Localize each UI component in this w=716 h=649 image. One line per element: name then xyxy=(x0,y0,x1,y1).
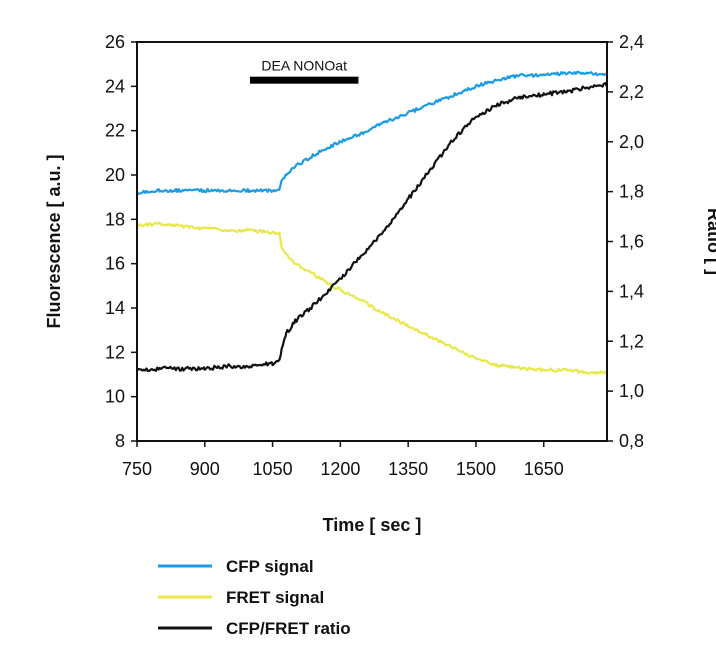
y-left-tick-label-4: 16 xyxy=(105,254,125,274)
legend-label-2: FRET signal xyxy=(226,588,324,607)
legend: CFP signal FRET signal CFP/FRET ratio xyxy=(158,557,351,638)
y-left-tick-label-5: 18 xyxy=(105,209,125,229)
series-layer xyxy=(136,70,609,375)
y-left-tick-label-6: 20 xyxy=(105,165,125,185)
y-axis-left-label: Fluorescence [ a.u. ] xyxy=(44,154,64,328)
y-right-tick-label-2: 1,2 xyxy=(619,331,644,351)
x-axis-label: Time [ sec ] xyxy=(323,515,422,535)
series-line-1 xyxy=(136,70,608,195)
x-tick-label-3: 1200 xyxy=(320,459,360,479)
series-line-2 xyxy=(136,221,608,375)
x-tick-label-5: 1500 xyxy=(456,459,496,479)
y-right-tick-label-1: 1,0 xyxy=(619,381,644,401)
x-tick-label-0: 750 xyxy=(122,459,152,479)
y-right-tick-label-3: 1,4 xyxy=(619,281,644,301)
treatment-label: DEA NONOat xyxy=(261,58,347,74)
y-left-tick-label-8: 24 xyxy=(105,76,125,96)
y-left-tick-label-1: 10 xyxy=(105,387,125,407)
y-right-tick-label-0: 0,8 xyxy=(619,431,644,451)
x-tick-label-4: 1350 xyxy=(388,459,428,479)
x-tick-label-2: 1050 xyxy=(253,459,293,479)
y-axis-right-label: Ratio [ ] xyxy=(704,208,716,275)
y-left-tick-label-2: 12 xyxy=(105,342,125,362)
y-left-tick-label-7: 22 xyxy=(105,121,125,141)
x-tick-label-1: 900 xyxy=(190,459,220,479)
legend-label-1: CFP signal xyxy=(226,557,314,576)
ticks-layer: 750 900 1050 1200 1350 1500 1650 8 10 12 14 16 18 20 2… xyxy=(105,32,644,479)
treatment-bar xyxy=(249,76,359,84)
y-right-tick-label-6: 2,0 xyxy=(619,132,644,152)
y-right-tick-label-5: 1,8 xyxy=(619,182,644,202)
y-right-tick-label-4: 1,6 xyxy=(619,232,644,252)
series-line-3 xyxy=(136,82,609,373)
y-right-tick-label-8: 2,4 xyxy=(619,32,644,52)
y-right-tick-label-7: 2,2 xyxy=(619,82,644,102)
legend-label-3: CFP/FRET ratio xyxy=(226,619,351,638)
y-left-tick-label-9: 26 xyxy=(105,32,125,52)
y-left-tick-label-0: 8 xyxy=(115,431,125,451)
y-left-tick-label-3: 14 xyxy=(105,298,125,318)
x-tick-label-6: 1650 xyxy=(524,459,564,479)
annotation-layer: DEA NONOat xyxy=(249,58,359,84)
